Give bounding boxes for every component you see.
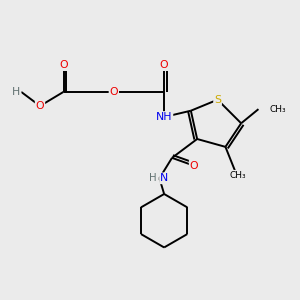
Text: CH₃: CH₃ (269, 105, 286, 114)
Text: O: O (110, 87, 118, 97)
Text: O: O (59, 60, 68, 70)
Text: S: S (214, 95, 221, 105)
Text: O: O (36, 101, 44, 111)
Text: H: H (12, 87, 20, 97)
Text: H: H (149, 173, 156, 183)
Text: NH: NH (156, 112, 172, 122)
Text: O: O (160, 60, 169, 70)
Text: CH₃: CH₃ (230, 171, 246, 180)
Text: O: O (190, 161, 198, 171)
Text: N: N (160, 173, 168, 183)
